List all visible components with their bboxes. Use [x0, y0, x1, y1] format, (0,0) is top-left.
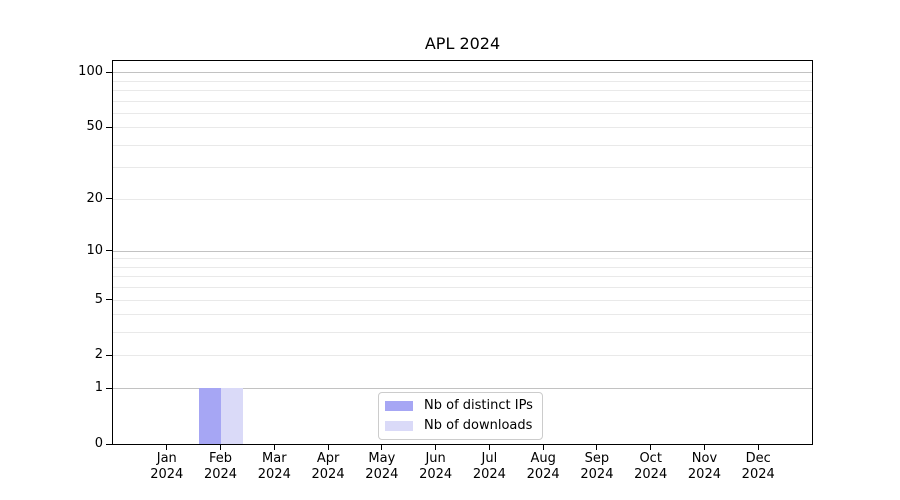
gridline-minor — [113, 127, 812, 129]
x-axis-tick — [273, 444, 275, 450]
x-tick-label-month: May — [368, 451, 396, 466]
x-tick-label-year: 2024 — [365, 467, 399, 482]
x-axis-tick — [757, 444, 759, 450]
gridline-major — [113, 250, 812, 252]
x-tick-label-month: Aug — [530, 451, 556, 466]
x-tick-label: Sep 2024 — [552, 451, 642, 483]
y-axis-tick — [106, 126, 113, 128]
gridline-minor — [113, 144, 812, 146]
x-tick-label-year: 2024 — [419, 467, 453, 482]
x-tick-label: Jul 2024 — [444, 451, 534, 483]
x-tick-label-year: 2024 — [257, 467, 291, 482]
x-axis-tick — [435, 444, 437, 450]
y-axis-tick — [106, 443, 113, 445]
x-axis-tick — [650, 444, 652, 450]
legend: Nb of distinct IPs Nb of downloads — [378, 392, 543, 440]
x-tick-label-year: 2024 — [634, 467, 668, 482]
x-tick-label-month: Sep — [584, 451, 610, 466]
x-tick-label: Jan 2024 — [122, 451, 212, 483]
x-tick-label-month: Apr — [316, 451, 340, 466]
y-tick-label: 10 — [86, 242, 103, 258]
y-axis-tick — [106, 354, 113, 356]
gridline-minor — [113, 287, 812, 289]
x-tick-label: Nov 2024 — [659, 451, 749, 483]
x-tick-label: Feb 2024 — [176, 451, 266, 483]
x-tick-label-month: Dec — [745, 451, 771, 466]
x-axis-tick — [596, 444, 598, 450]
gridline-minor — [113, 89, 812, 91]
bar-nb-of-downloads — [220, 388, 243, 444]
gridline-minor — [113, 299, 812, 301]
x-tick-label-year: 2024 — [472, 467, 506, 482]
legend-swatch — [385, 421, 413, 431]
gridline-minor — [113, 198, 812, 200]
gridline-minor — [113, 80, 812, 82]
y-tick-label: 1 — [94, 380, 103, 396]
x-tick-label: Oct 2024 — [606, 451, 696, 483]
x-tick-label-year: 2024 — [203, 467, 238, 482]
x-axis-tick — [327, 444, 329, 450]
y-tick-label: 100 — [78, 64, 103, 80]
x-axis-tick — [166, 444, 168, 450]
y-tick-label: 5 — [94, 291, 103, 307]
x-tick-label: Apr 2024 — [283, 451, 373, 483]
x-tick-label-month: Nov — [691, 451, 718, 466]
x-axis-tick — [381, 444, 383, 450]
x-tick-label-year: 2024 — [150, 467, 184, 482]
gridline-minor — [113, 332, 812, 334]
gridline-minor — [113, 112, 812, 114]
x-tick-label-month: Jun — [425, 451, 446, 466]
x-tick-label-month: Oct — [639, 451, 662, 466]
chart-title: APL 2024 — [424, 34, 501, 53]
y-tick-label: 0 — [94, 436, 103, 451]
x-axis-tick — [542, 444, 544, 450]
gridline-minor — [113, 355, 812, 357]
legend-label: Nb of distinct IPs — [424, 398, 533, 413]
gridline-minor — [113, 100, 812, 102]
x-tick-label-month: Jul — [481, 451, 498, 466]
x-tick-label-year: 2024 — [580, 467, 614, 482]
y-axis-tick — [106, 250, 113, 252]
gridline-minor — [113, 266, 812, 268]
legend-entry: Nb of downloads — [385, 419, 533, 433]
x-tick-label: Dec 2024 — [713, 451, 803, 483]
y-tick-label: 50 — [86, 119, 103, 135]
x-axis-tick — [488, 444, 490, 450]
x-tick-label-year: 2024 — [687, 467, 721, 482]
gridline-minor — [113, 167, 812, 169]
x-tick-label-year: 2024 — [311, 467, 345, 482]
x-tick-label: May 2024 — [337, 451, 427, 483]
x-axis-tick — [703, 444, 705, 450]
x-tick-label: Mar 2024 — [229, 451, 319, 483]
bar-nb-of-distinct-ips — [198, 388, 221, 444]
y-axis-tick — [106, 71, 113, 73]
x-tick-label-year: 2024 — [526, 467, 560, 482]
y-axis-tick — [106, 387, 113, 389]
y-axis-tick — [106, 299, 113, 301]
x-tick-label-month: Feb — [209, 451, 233, 466]
legend-entry: Nb of distinct IPs — [385, 399, 533, 413]
x-tick-label-month: Mar — [262, 451, 287, 466]
legend-label: Nb of downloads — [424, 418, 533, 433]
y-axis-tick — [106, 198, 113, 200]
x-axis-tick — [220, 444, 222, 450]
gridline-minor — [113, 258, 812, 260]
gridline-minor — [113, 276, 812, 278]
plot-area — [112, 60, 813, 445]
y-tick-label: 2 — [94, 347, 103, 363]
x-tick-label-month: Jan — [156, 451, 177, 466]
legend-swatch — [385, 401, 413, 411]
gridline-minor — [113, 314, 812, 316]
x-tick-label: Jun 2024 — [391, 451, 481, 483]
x-tick-label: Aug 2024 — [498, 451, 588, 483]
gridline-major — [113, 388, 812, 390]
x-tick-label-year: 2024 — [741, 467, 775, 482]
y-tick-label: 20 — [86, 190, 103, 206]
gridline-major — [113, 72, 812, 74]
